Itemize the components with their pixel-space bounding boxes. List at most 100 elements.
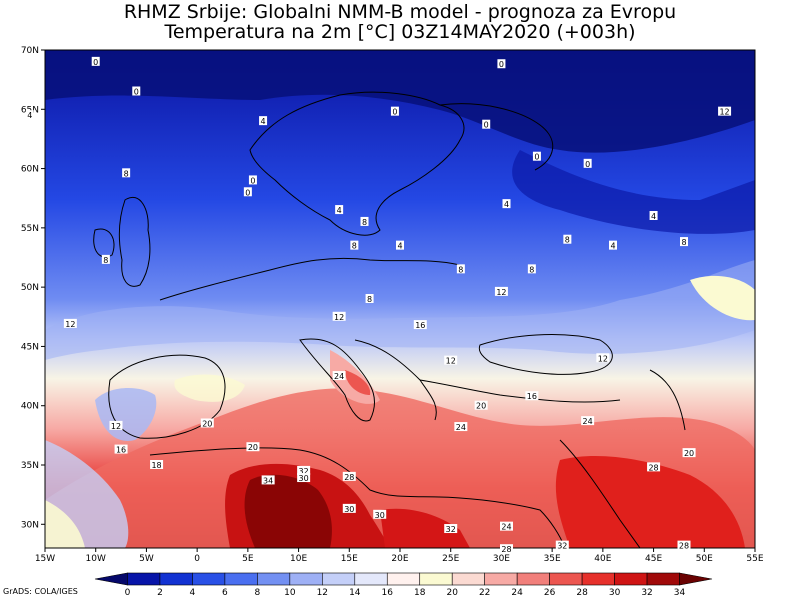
colorbar-swatch (451, 572, 485, 586)
contour-label-box (132, 86, 141, 96)
contour-label: 20 (246, 442, 260, 452)
contour-label: 0 (248, 175, 257, 185)
lat-tick-label: 35N (21, 461, 39, 471)
contour-label-text: 20 (202, 420, 212, 429)
colorbar-label: 14 (349, 588, 361, 598)
contour-label-text: 24 (334, 372, 344, 381)
lon-tick-label: 5E (242, 554, 254, 564)
contour-label-box (500, 521, 513, 531)
colorbar-swatch (354, 572, 388, 586)
contour-label-box (682, 448, 696, 458)
contour-label: 0 (132, 86, 141, 97)
lat-tick-label: 30N (21, 520, 39, 530)
contour-label-text: 16 (415, 321, 425, 330)
contour-label-text: 8 (124, 169, 129, 178)
contour-label-box (680, 237, 688, 247)
contour-label-text: 4 (651, 212, 656, 221)
contour-label: 4 (649, 211, 658, 221)
contour-label: 30 (297, 473, 311, 483)
contour-label: 24 (454, 422, 468, 432)
contour-label-box (527, 264, 536, 274)
contour-label-box (63, 318, 77, 328)
colorbar-label: 16 (382, 588, 394, 598)
colorbar-label: 28 (576, 588, 588, 598)
contour-label-box (261, 475, 275, 485)
contour-label-text: 0 (585, 160, 590, 169)
colorbar-swatch (224, 572, 258, 586)
colorbar-label: 10 (284, 588, 296, 598)
colorbar-swatch (257, 572, 291, 586)
contour-label-box (413, 320, 427, 330)
contour-label: 8 (563, 234, 572, 245)
contour-label-text: 32 (299, 467, 309, 476)
lon-tick-label: 30E (493, 554, 510, 564)
contour-label-box (350, 240, 359, 250)
contour-label: 12 (332, 311, 346, 322)
colorbar-label: 34 (674, 588, 686, 598)
contour-label-text: 0 (134, 88, 139, 97)
contour-label: 8 (365, 294, 374, 304)
lon-tick-label: 15W (35, 554, 55, 564)
contour-label-text: 12 (446, 357, 456, 366)
contour-label: 8 (360, 216, 369, 227)
contour-label: 20 (682, 448, 696, 458)
contour-label: 0 (390, 106, 399, 117)
longitude-axis: 15W 10W 5W 0 5E 10E 15E 20E 25E 30E 35E 40E 45E 50E 55… (35, 548, 764, 564)
contour-label: 32 (444, 524, 458, 534)
contour-label-text: 20 (248, 443, 258, 452)
contour-label-text: 12 (598, 354, 608, 363)
coastlines (93, 91, 686, 548)
contour-label-text: 24 (501, 523, 511, 532)
contour-label-text: 28 (344, 473, 354, 482)
contour-label-text: 0 (499, 60, 504, 69)
contour-label: 0 (243, 187, 252, 197)
lon-tick-label: 0 (194, 554, 200, 564)
contour-label-box (365, 294, 374, 303)
colorbar-swatch (581, 572, 615, 586)
contour-label-box (444, 524, 458, 534)
colorbar-swatch (419, 572, 453, 586)
contour-label-box (482, 119, 491, 129)
contour-label-text: 24 (583, 417, 593, 426)
contour-label-text: 8 (529, 265, 534, 274)
contour-label-box (243, 187, 252, 197)
contour-label-box (342, 503, 356, 513)
contour-label-text: 24 (456, 423, 466, 432)
contour-label-box (502, 199, 511, 209)
contour-label-box (246, 442, 260, 452)
colorbar-swatch (94, 572, 128, 586)
contour-label-text: 12 (496, 288, 506, 297)
colorbar-label: 0 (125, 588, 131, 598)
contour-label-box (494, 286, 508, 296)
colorbar-swatch (289, 572, 323, 586)
contour-label-text: 4 (397, 242, 402, 251)
contour-label-box (114, 444, 128, 454)
contour-label: 12 (444, 355, 458, 366)
contour-label-text: 8 (103, 256, 108, 265)
contour-label: 12 (109, 420, 123, 431)
colorbar-label: 12 (317, 588, 328, 598)
contour-label-box (390, 106, 399, 116)
contour-label: 32 (297, 465, 311, 476)
contour-label: 8 (527, 264, 536, 274)
contour-label-text: 30 (375, 511, 385, 520)
colorbar-swatch (646, 572, 680, 586)
colorbar-swatch (516, 572, 550, 586)
contour-label: 16 (114, 444, 128, 455)
contour-label-box (259, 116, 268, 126)
lon-tick-label: 15E (341, 554, 358, 564)
contour-label-text: 4 (610, 242, 615, 251)
colorbar-swatch (322, 572, 356, 586)
colorbar-swatch (192, 572, 226, 586)
contour-label: 4 (259, 116, 268, 126)
contour-label-text: 4 (261, 117, 266, 126)
contour-label: 8 (456, 264, 465, 274)
contour-label: 0 (91, 56, 100, 67)
contour-label: 18 (150, 460, 164, 470)
colorbar-label: 20 (446, 588, 458, 598)
colorbar-label: 32 (641, 588, 652, 598)
contour-label-box (373, 509, 387, 519)
contour-label: 4 (609, 240, 617, 251)
contour-label-box (396, 240, 404, 250)
